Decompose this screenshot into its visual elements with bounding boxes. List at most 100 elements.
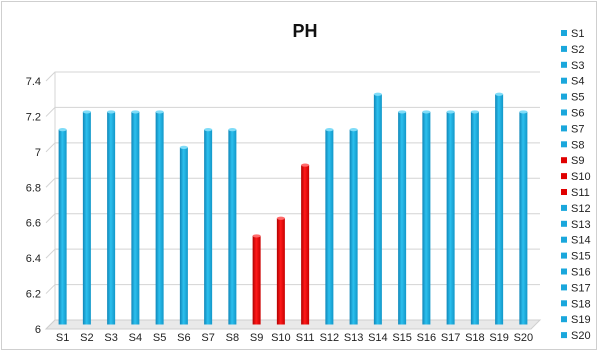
bar-S2 — [82, 110, 91, 325]
legend-item-S15: S15 — [561, 251, 591, 263]
legend-label: S8 — [571, 139, 584, 151]
bar-S13 — [349, 128, 358, 325]
legend-label: S18 — [571, 298, 591, 310]
bar-S16 — [422, 110, 431, 325]
legend-swatch — [561, 77, 567, 84]
bar-S17 — [446, 110, 455, 325]
legend-label: S10 — [571, 171, 591, 183]
bar-S3 — [107, 110, 116, 325]
legend-item-S1: S1 — [561, 28, 584, 40]
legend-label: S15 — [571, 251, 591, 263]
y-axis-ticks: 6 6.2 6.4 6.6 6.8 7 7.2 7.4 — [26, 76, 41, 336]
x-tick-label: S11 — [296, 332, 315, 344]
gridline — [45, 142, 540, 153]
x-tick-label: S15 — [392, 332, 412, 344]
legend-swatch — [561, 332, 567, 339]
legend-label: S9 — [571, 155, 584, 167]
y-tick-label: 7.2 — [26, 111, 41, 123]
bar-S18 — [470, 110, 479, 325]
legend-item-S11: S11 — [561, 187, 590, 199]
bar-S19 — [495, 92, 504, 325]
legend-swatch — [561, 204, 567, 211]
legend-item-S19: S19 — [561, 314, 591, 326]
legend-item-S2: S2 — [561, 44, 584, 56]
legend-swatch — [561, 300, 567, 307]
legend-label: S17 — [571, 282, 591, 294]
legend-swatch — [561, 236, 567, 243]
x-tick-label: S2 — [80, 332, 93, 344]
legend-item-S6: S6 — [561, 108, 584, 120]
legend-item-S8: S8 — [561, 139, 584, 151]
legend-swatch — [561, 189, 567, 195]
x-tick-label: S5 — [153, 332, 166, 344]
bar-S5 — [155, 110, 164, 325]
bars — [58, 92, 528, 325]
legend-swatch — [561, 125, 567, 132]
gridline — [45, 106, 540, 117]
legend-swatch — [561, 284, 567, 291]
legend-label: S13 — [571, 219, 591, 231]
x-tick-label: S6 — [177, 332, 190, 344]
legend-item-S14: S14 — [561, 235, 591, 247]
legend-label: S14 — [571, 235, 591, 247]
y-tick-label: 7.4 — [26, 76, 41, 88]
bar-S6 — [179, 145, 188, 325]
x-tick-label: S9 — [250, 332, 263, 344]
legend-swatch — [561, 173, 567, 180]
bar-S15 — [398, 110, 407, 325]
legend-swatch — [561, 30, 567, 36]
legend-label: S16 — [571, 267, 591, 279]
legend-item-S9: S9 — [561, 155, 584, 167]
legend-swatch — [561, 316, 567, 323]
legend-item-S17: S17 — [561, 282, 591, 294]
bar-S10 — [276, 216, 285, 325]
bar-S7 — [204, 128, 213, 325]
floor-plane — [44, 319, 542, 330]
gridline — [45, 213, 540, 224]
y-tick-label: 6.2 — [26, 289, 41, 301]
x-tick-label: S20 — [514, 332, 534, 344]
legend-swatch — [561, 61, 567, 68]
plot-floor — [44, 319, 542, 330]
x-tick-label: S13 — [344, 332, 364, 344]
legend-label: S3 — [571, 60, 584, 72]
legend-label: S4 — [571, 76, 584, 88]
legend-label: S20 — [571, 330, 591, 342]
gridline — [45, 71, 540, 82]
legend-label: S5 — [571, 92, 584, 104]
legend-item-S18: S18 — [561, 298, 591, 310]
legend-swatch — [561, 109, 567, 116]
x-tick-label: S10 — [271, 332, 291, 344]
legend-swatch — [561, 93, 567, 100]
y-tick-label: 6 — [35, 324, 41, 336]
y-tick-label: 6.6 — [26, 218, 41, 230]
x-tick-label: S8 — [226, 332, 239, 344]
legend-label: S19 — [571, 314, 591, 326]
legend-item-S3: S3 — [561, 60, 584, 72]
legend-swatch — [561, 141, 567, 148]
legend-label: S11 — [571, 187, 590, 199]
legend-swatch — [561, 157, 567, 164]
legend-item-S10: S10 — [561, 171, 591, 183]
gridlines — [45, 71, 540, 330]
x-tick-label: S19 — [489, 332, 509, 344]
legend-label: S7 — [571, 123, 584, 135]
x-tick-label: S7 — [201, 332, 214, 344]
y-tick-label: 6.4 — [26, 253, 41, 265]
gridline — [45, 284, 540, 294]
x-tick-label: S4 — [129, 332, 142, 344]
y-tick-label: 7 — [35, 147, 41, 159]
gridline — [45, 177, 540, 188]
legend-item-S16: S16 — [561, 267, 591, 279]
legend: S1 S2 S3 S4 S5 S6 S7 S8 S9 S10 S11 S12 S13 S14 S15 S16 S… — [561, 28, 591, 342]
legend-item-S20: S20 — [561, 330, 591, 342]
legend-swatch — [561, 252, 567, 259]
x-tick-label: S14 — [368, 332, 388, 344]
legend-label: S2 — [571, 44, 584, 56]
legend-swatch — [561, 268, 567, 275]
x-tick-label: S17 — [441, 332, 461, 344]
bar-S4 — [131, 110, 140, 325]
gridline — [45, 248, 540, 259]
x-tick-label: S18 — [465, 332, 485, 344]
